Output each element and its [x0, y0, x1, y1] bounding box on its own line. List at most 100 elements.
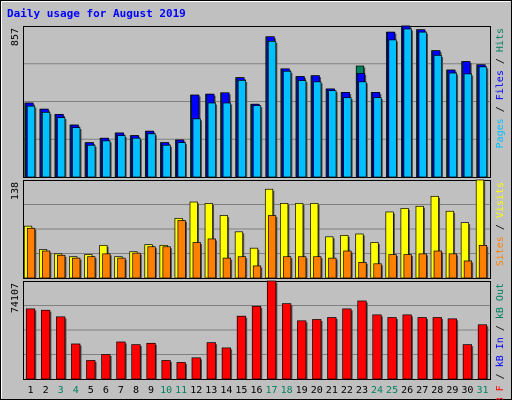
- bar-sites-day-24: [373, 263, 382, 279]
- bar-kb-f-day-8: [131, 344, 141, 380]
- bar-pages-day-22: [343, 97, 352, 178]
- bar-sites-day-11: [177, 220, 186, 279]
- bar-pages-day-16: [252, 105, 262, 178]
- bar-sites-day-20: [313, 256, 322, 279]
- day-label: 6: [103, 385, 109, 396]
- bar-sites-day-3: [57, 254, 66, 279]
- bar-sites-day-25: [388, 254, 397, 279]
- day-label: 16: [250, 385, 262, 396]
- chart-title: Daily usage for August 2019: [7, 7, 186, 20]
- bar-kb-f-day-1: [25, 308, 36, 380]
- day-label: 31: [476, 385, 488, 396]
- day-label: 15: [235, 385, 247, 396]
- day-label: 11: [175, 385, 187, 396]
- bar-sites-day-9: [147, 246, 156, 279]
- bar-pages-day-25: [388, 39, 397, 178]
- bar-kb-f-day-18: [282, 303, 292, 380]
- day-label: 21: [326, 385, 338, 396]
- legend-entry-kbout: kB Out: [495, 283, 506, 319]
- bar-pages-day-28: [433, 55, 442, 178]
- legend-entry-files: Files: [495, 70, 506, 100]
- bar-sites-day-23: [358, 262, 367, 279]
- legend-kbytes: kB F / kB In / kB Out: [495, 283, 506, 400]
- bar-sites-day-7: [117, 257, 126, 279]
- bar-pages-day-10: [162, 144, 171, 178]
- day-label: 25: [386, 385, 398, 396]
- bar-pages-day-24: [373, 97, 382, 178]
- bar-sites-day-14: [222, 257, 231, 279]
- legend-entry-pages: Pages: [495, 118, 506, 148]
- bar-kb-f-day-3: [56, 316, 66, 380]
- day-label: 13: [205, 385, 217, 396]
- bar-kb-f-day-28: [432, 317, 442, 380]
- bar-sites-day-6: [102, 253, 111, 279]
- x-axis-day-labels: 1 2 3 4 5 6 7 8 9 10 11 12 13 14 15 16 17 18 19 20 21 22 23 24 2…: [28, 385, 489, 396]
- legend-separator: /: [495, 218, 506, 236]
- bar-kb-f-day-2: [40, 309, 51, 380]
- bar-pages-day-5: [87, 144, 96, 178]
- max-label-kbytes: 74107: [10, 283, 21, 313]
- day-label: 2: [43, 385, 49, 396]
- max-label-hits: 857: [10, 28, 21, 46]
- bar-pages-day-26: [403, 28, 412, 178]
- day-label: 20: [311, 385, 323, 396]
- bar-sites-day-16: [252, 265, 262, 279]
- bar-kb-f-day-31: [477, 324, 488, 380]
- legend-entry-kbin: kB In: [495, 337, 506, 367]
- bar-kb-f-day-7: [116, 341, 126, 380]
- day-label: 26: [401, 385, 413, 396]
- bar-sites-day-27: [418, 253, 427, 279]
- day-label: 5: [88, 385, 94, 396]
- day-label: 18: [281, 385, 293, 396]
- bar-sites-day-26: [403, 254, 412, 279]
- day-label: 22: [341, 385, 353, 396]
- bar-kb-f-day-15: [236, 315, 247, 380]
- bar-kb-f-day-27: [417, 317, 427, 380]
- bar-pages-day-23: [358, 81, 367, 178]
- bar-kb-f-day-21: [327, 317, 337, 380]
- bars-kbytes: [25, 280, 489, 380]
- bar-sites-day-13: [207, 238, 216, 279]
- bar-kb-f-day-29: [447, 318, 457, 380]
- bar-sites-day-5: [87, 256, 96, 279]
- bars-hits: [24, 25, 489, 178]
- bar-kb-f-day-4: [71, 343, 81, 380]
- bar-sites-day-18: [283, 256, 292, 279]
- bar-pages-day-6: [102, 140, 111, 178]
- bar-pages-day-17: [267, 40, 277, 178]
- bar-sites-day-28: [433, 250, 442, 279]
- bar-pages-day-4: [72, 127, 81, 178]
- bar-sites-day-31: [478, 244, 488, 279]
- bar-kb-f-day-14: [221, 347, 231, 380]
- bar-kb-f-day-10: [161, 360, 171, 380]
- bar-pages-day-12: [192, 118, 201, 178]
- bar-pages-day-13: [207, 102, 216, 178]
- day-label: 9: [148, 385, 154, 396]
- bar-sites-day-30: [463, 260, 473, 279]
- legend-entry-visits: Visits: [495, 182, 506, 218]
- legend-hits: Pages / Files / Hits: [495, 28, 506, 148]
- bar-sites-day-29: [448, 253, 457, 279]
- day-label: 1: [28, 385, 34, 396]
- legend-separator: /: [495, 367, 506, 385]
- panel-hits: 857 Pages / Files / Hits: [10, 25, 506, 178]
- legend-entry-sites: Sites: [495, 236, 506, 266]
- bar-sites-day-17: [267, 215, 277, 279]
- bar-pages-day-20: [313, 81, 322, 178]
- legend-separator: /: [495, 100, 506, 118]
- bar-kb-f-day-6: [101, 354, 111, 380]
- bars-visits: [23, 179, 489, 279]
- bar-pages-day-30: [463, 73, 473, 178]
- bar-kb-f-day-11: [176, 362, 186, 380]
- bar-sites-day-8: [132, 252, 141, 279]
- bar-kb-f-day-12: [191, 357, 201, 380]
- day-label: 27: [416, 385, 428, 396]
- legend-entry-kbf: kB F: [495, 385, 506, 400]
- bar-kb-f-day-23: [357, 300, 367, 380]
- bar-sites-day-19: [298, 256, 307, 279]
- bar-pages-day-27: [418, 31, 427, 178]
- bar-sites-day-22: [343, 250, 352, 279]
- bar-kb-f-day-5: [86, 360, 96, 380]
